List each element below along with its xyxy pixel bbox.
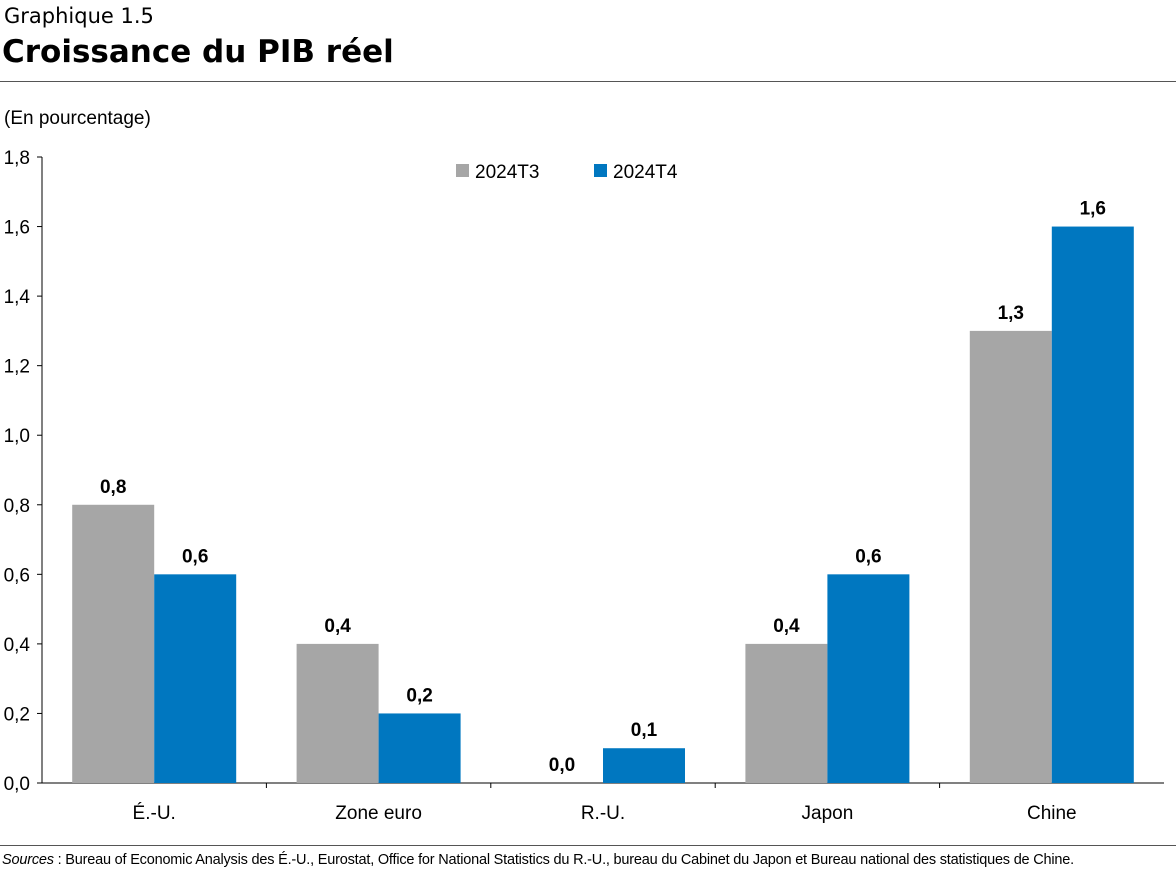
y-tick-label: 1,2 (4, 357, 30, 378)
sources-note: Sources : Bureau of Economic Analysis de… (2, 852, 1074, 868)
legend-label-2024t3: 2024T3 (475, 162, 539, 183)
y-tick-label: 1,8 (4, 148, 30, 169)
bar-2024t3 (969, 330, 1052, 783)
x-category-label: Zone euro (335, 803, 422, 824)
unit-label: (En pourcentage) (4, 108, 151, 129)
y-tick-label: 0,2 (4, 704, 30, 725)
data-label: 0,4 (324, 616, 351, 637)
data-label: 0,0 (549, 755, 575, 776)
y-tick-label: 0,0 (4, 774, 30, 795)
bar-chart: 0,0 0,2 0,4 0,6 0,8 1,0 1,2 1,4 1,6 1,8 É.-U. 0,8 0,… (4, 148, 1164, 824)
data-label: 1,6 (1080, 199, 1106, 220)
y-tick-label: 1,0 (4, 426, 30, 447)
y-tick-label: 0,6 (4, 565, 30, 586)
x-category-label: Chine (1027, 803, 1077, 824)
legend-swatch-2024t4 (594, 164, 607, 177)
bar-2024t4 (1051, 226, 1134, 784)
y-tick-label: 0,4 (4, 635, 31, 656)
legend-label-2024t4: 2024T4 (613, 162, 678, 183)
data-label: 0,2 (406, 685, 432, 706)
bar-2024t4 (378, 713, 461, 783)
bar-2024t3 (296, 643, 379, 783)
bar-2024t3 (745, 643, 828, 783)
bar-2024t4 (154, 574, 237, 783)
data-label: 0,6 (182, 546, 208, 567)
chart-kicker: Graphique 1.5 (4, 4, 154, 28)
sources-prefix: Sources (2, 852, 54, 868)
x-category-label: Japon (802, 803, 854, 824)
header-rule (0, 81, 1176, 82)
sources-text: : Bureau of Economic Analysis des É.-U.,… (53, 852, 1075, 868)
data-label: 1,3 (998, 303, 1024, 324)
y-tick-label: 1,6 (4, 218, 30, 239)
legend-swatch-2024t3 (456, 164, 469, 177)
y-tick-label: 0,8 (4, 496, 30, 517)
footer-rule (0, 845, 1176, 846)
data-label: 0,4 (773, 616, 800, 637)
bar-2024t4 (603, 748, 685, 783)
data-label: 0,1 (631, 720, 658, 741)
bar-2024t3 (72, 504, 155, 783)
y-tick-label: 1,4 (4, 287, 31, 308)
x-category-label: R.-U. (581, 803, 625, 824)
chart-title: Croissance du PIB réel (2, 34, 394, 70)
data-label: 0,6 (855, 546, 881, 567)
data-label: 0,8 (100, 477, 126, 498)
x-category-label: É.-U. (133, 803, 176, 824)
bar-2024t4 (827, 574, 910, 783)
